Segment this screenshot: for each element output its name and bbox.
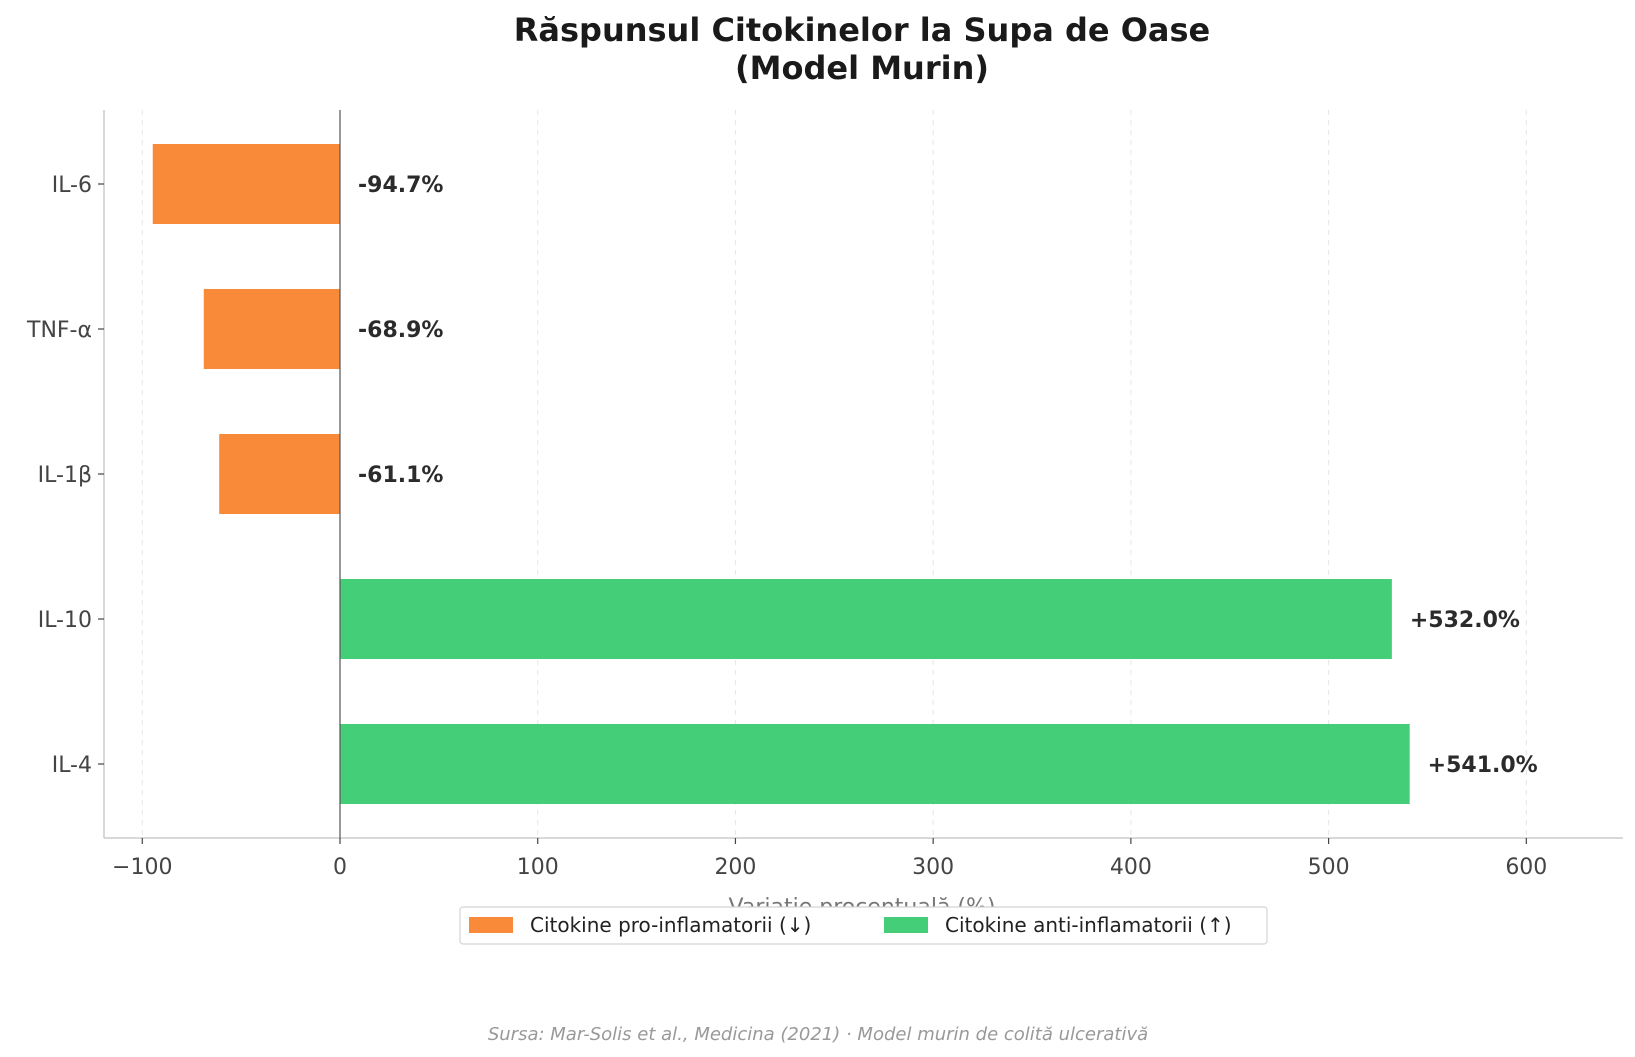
legend-swatch-pro <box>469 917 513 933</box>
bars-group <box>152 144 1410 804</box>
legend-swatch-anti <box>884 917 928 933</box>
value-label: -68.9% <box>358 318 443 343</box>
value-label: +532.0% <box>1410 608 1520 633</box>
category-labels: IL-6 TNF-α IL-1β IL-10 IL-4 <box>26 173 104 778</box>
x-tick-label: −100 <box>112 855 172 880</box>
x-tick-label: 0 <box>333 855 347 880</box>
source-note: Sursa: Mar-Solis et al., Medicina (2021)… <box>488 1024 1148 1045</box>
category-label: IL-6 <box>52 173 92 198</box>
category-label: IL-1β <box>38 463 92 488</box>
bar <box>152 144 340 224</box>
chart-title-line1: Răspunsul Citokinelor la Supa de Oase <box>514 11 1211 49</box>
bar <box>219 434 340 514</box>
legend: Citokine pro-inflamatorii (↓) Citokine a… <box>459 906 1268 945</box>
value-labels: -94.7% -68.9% -61.1% +532.0% +541.0% <box>358 173 1538 778</box>
category-label: TNF-α <box>26 318 92 343</box>
bar <box>340 579 1392 659</box>
bar <box>203 289 340 369</box>
legend-label-anti: Citokine anti-inflamatorii (↑) <box>945 913 1232 937</box>
x-tick-labels: −100 0 100 200 300 400 500 600 <box>112 838 1547 880</box>
legend-label-pro: Citokine pro-inflamatorii (↓) <box>530 913 811 937</box>
chart-title-line2: (Model Murin) <box>735 49 989 87</box>
grid-lines <box>141 110 1527 838</box>
x-tick-label: 600 <box>1505 855 1547 880</box>
x-tick-label: 300 <box>912 855 954 880</box>
bar <box>340 724 1410 804</box>
x-tick-label: 500 <box>1308 855 1350 880</box>
x-tick-label: 100 <box>517 855 559 880</box>
x-tick-label: 400 <box>1110 855 1152 880</box>
value-label: -94.7% <box>358 173 443 198</box>
value-label: +541.0% <box>1428 753 1538 778</box>
category-label: IL-4 <box>52 753 92 778</box>
category-label: IL-10 <box>38 608 92 633</box>
x-tick-label: 200 <box>714 855 756 880</box>
legend-frame <box>459 906 1268 945</box>
value-label: -61.1% <box>358 463 443 488</box>
